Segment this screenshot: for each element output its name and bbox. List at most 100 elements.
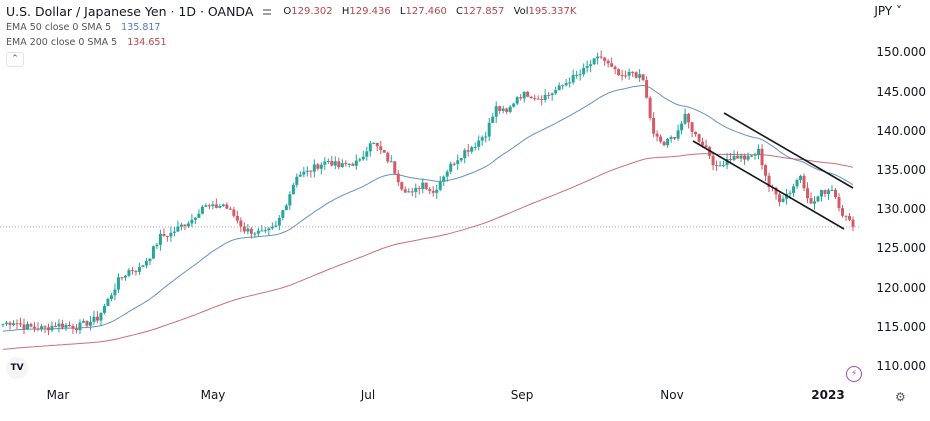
candle-body <box>214 204 218 208</box>
candle-body <box>575 74 579 76</box>
ema50-legend[interactable]: EMA 50 close 0 SMA 5 135.817 <box>6 22 161 33</box>
candle-body <box>50 325 54 331</box>
candle-body <box>211 204 215 207</box>
candle-body <box>627 71 631 76</box>
candle-body <box>302 171 306 175</box>
candle-body <box>155 244 159 247</box>
candle-body <box>501 108 505 111</box>
candle-body <box>781 198 785 202</box>
candle-body <box>389 161 393 163</box>
candle-body <box>43 326 47 328</box>
candle-body <box>102 305 106 313</box>
candle-body <box>697 134 701 142</box>
channel-upper-line[interactable] <box>723 112 854 189</box>
channel-lower-line[interactable] <box>692 140 845 230</box>
candle-body <box>729 158 733 160</box>
candle-body <box>18 323 22 325</box>
candle-body <box>617 69 621 76</box>
collapse-legend-button[interactable]: ⌃ <box>6 52 24 67</box>
candle-body <box>557 85 561 91</box>
candle-body <box>190 219 194 224</box>
candle-body <box>428 189 432 191</box>
candle-body <box>473 146 477 148</box>
chevron-down-icon: ˅ <box>892 4 902 18</box>
candle-body <box>179 224 183 227</box>
candle-body <box>683 113 687 124</box>
candle-body <box>659 136 663 142</box>
candle-body <box>477 140 481 147</box>
candle-body <box>228 208 232 210</box>
candle-body <box>592 58 596 65</box>
candle-body <box>652 117 656 134</box>
candle-body <box>732 156 736 160</box>
candle-body <box>624 75 628 77</box>
candle-body <box>92 316 96 322</box>
candle-body <box>498 106 502 111</box>
candle-body <box>445 171 449 177</box>
candle-body <box>312 164 316 172</box>
candle-body <box>141 265 145 267</box>
candle-body <box>414 187 418 192</box>
candle-body <box>235 215 239 221</box>
candle-body <box>816 196 820 202</box>
candle-body <box>491 116 495 123</box>
candle-body <box>337 161 341 168</box>
candle-body <box>470 147 474 152</box>
candle-body <box>197 213 201 218</box>
candle-body <box>561 85 565 87</box>
candle-body <box>46 327 50 331</box>
candle-body <box>435 189 439 193</box>
ohlc-values: O129.302 H129.436 L127.460 C127.857 Vol1… <box>283 6 577 17</box>
candle-body <box>718 165 722 167</box>
candle-body <box>400 182 404 190</box>
candle-body <box>421 182 425 189</box>
candle-body <box>319 164 323 169</box>
y-tick: 135.000 <box>876 163 926 177</box>
lightning-icon[interactable]: ⚡︎ <box>846 366 862 382</box>
symbol-title[interactable]: U.S. Dollar / Japanese Yen · 1D · OANDA <box>6 4 254 19</box>
candle-body <box>596 56 600 59</box>
ema200-legend[interactable]: EMA 200 close 0 SMA 5 134.651 <box>6 37 167 48</box>
candle-body <box>459 158 463 161</box>
chevron-up-icon: ⌃ <box>11 54 19 64</box>
candle-body <box>746 156 750 160</box>
candle-body <box>281 210 285 218</box>
candle-body <box>568 82 572 84</box>
candle-body <box>396 173 400 183</box>
candle-body <box>186 223 190 227</box>
candle-body <box>736 156 740 159</box>
candle-body <box>277 217 281 226</box>
candle-body <box>673 136 677 139</box>
candle-body <box>263 230 267 232</box>
candle-body <box>512 103 516 107</box>
tradingview-logo[interactable]: TV <box>6 357 28 379</box>
candle-body <box>760 148 764 166</box>
candle-body <box>382 149 386 153</box>
gear-icon[interactable]: ⚙︎ <box>895 390 906 404</box>
candle-body <box>169 232 173 237</box>
candle-body <box>239 220 243 227</box>
candle-body <box>284 205 288 211</box>
candle-body <box>81 321 85 323</box>
candle-body <box>36 328 40 330</box>
x-tick: 2023 <box>811 388 845 402</box>
ema200-line <box>2 153 854 350</box>
currency-selector[interactable]: JPY ˅ <box>874 4 902 18</box>
candle-body <box>53 325 57 327</box>
candle-body <box>249 228 253 234</box>
candle-body <box>57 323 61 327</box>
menu-icon[interactable] <box>261 7 273 17</box>
candle-body <box>641 74 645 81</box>
candle-body <box>242 226 246 232</box>
candle-body <box>449 163 453 172</box>
x-tick: Mar <box>46 388 70 402</box>
candle-body <box>120 277 124 279</box>
candle-body <box>620 75 624 77</box>
candle-body <box>71 326 75 329</box>
candle-body <box>820 189 824 197</box>
candle-body <box>505 108 509 112</box>
candle-body <box>218 205 222 208</box>
candle-body <box>585 66 589 68</box>
candle-body <box>60 323 64 328</box>
